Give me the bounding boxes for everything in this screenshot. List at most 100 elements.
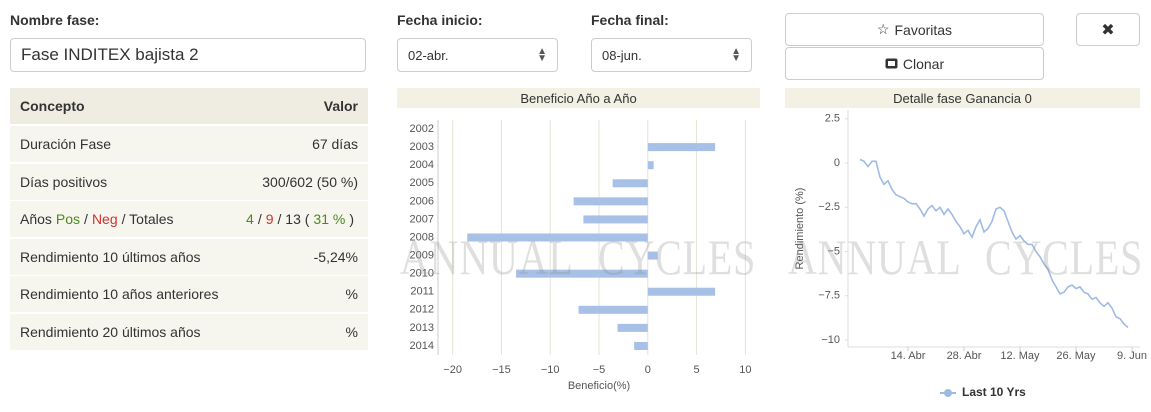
- x-tick-label: −15: [492, 364, 511, 376]
- x-axis-label: Beneficio(%): [568, 380, 630, 392]
- cell-part: / Totales: [121, 211, 174, 227]
- line-series: [859, 158, 1129, 329]
- watermark: CYCLES: [598, 229, 757, 285]
- y-tick-label: 2002: [410, 123, 434, 135]
- cell: Años Pos / Neg / Totales: [20, 211, 178, 227]
- cell: -5,24%: [313, 248, 358, 265]
- caret: ▲ ▼: [537, 46, 547, 64]
- cell-part: 9: [265, 211, 274, 227]
- x-tick-label: −5: [593, 364, 606, 376]
- cell-part: Pos: [55, 211, 81, 227]
- y-tick-label: −5: [827, 245, 840, 257]
- x-tick-label: 14. Abr: [891, 350, 926, 362]
- start-select[interactable]: 02-abr. ▲ ▼: [397, 38, 558, 72]
- cell-part: 31 %: [313, 211, 346, 227]
- clone-button[interactable]: Clonar: [785, 47, 1044, 80]
- cell: Duración Fase: [20, 136, 112, 152]
- name-input[interactable]: Fase INDITEX bajista 2: [10, 38, 366, 72]
- bar: [612, 179, 648, 188]
- cell: Rendimiento 10 años anteriores: [20, 286, 219, 302]
- x-tick-label: 9. Jun: [1117, 350, 1147, 362]
- x-tick-label: 10: [739, 364, 751, 376]
- y-tick-label: 2014: [410, 340, 434, 352]
- end-select[interactable]: 08-jun. ▲ ▼: [591, 38, 752, 72]
- bar: [583, 215, 648, 224]
- cell-part: Neg: [91, 211, 118, 227]
- bar: [573, 197, 648, 206]
- header-cell: Valor: [323, 98, 358, 114]
- cell: Rendimiento 20 últimos años: [20, 323, 201, 340]
- legend-marker: [944, 389, 952, 397]
- favorites-button[interactable]: ☆ Favoritas: [785, 13, 1044, 46]
- y-tick-label: 2006: [410, 195, 434, 207]
- table-row: Rendimiento 10 últimos años -5,24%: [10, 238, 368, 275]
- bar: [647, 251, 658, 260]
- start-value: 02-abr.: [408, 47, 449, 63]
- cell: 67 días: [312, 136, 358, 152]
- y-tick-label: −7.5: [818, 290, 840, 302]
- bar-chart-title: Beneficio Año a Año: [397, 88, 760, 108]
- table-row: Años Pos / Neg / Totales 4/9/ 13 (31 %): [10, 201, 368, 237]
- table-row: Rendimiento 10 años anteriores%: [10, 276, 368, 312]
- table-row: Días positivos 300/602 (50 %): [10, 163, 368, 200]
- y-tick-label: 2009: [410, 249, 434, 261]
- y-axis-label: Rendimiento (%): [794, 188, 806, 270]
- legend-label: Last 10 Yrs: [962, 385, 1026, 399]
- cell: 4/9/ 13 (31 %): [246, 211, 358, 227]
- caret: ▲ ▼: [731, 46, 741, 64]
- favorites-label: Favoritas: [894, 21, 953, 38]
- bar-chart: −20 −15 −10 −5 0 5 10 2002 2003 2004 2005 2006 2007 2…: [410, 120, 751, 392]
- cell: 300/602 (50 %): [262, 173, 358, 190]
- y-tick-label: 2012: [410, 304, 434, 316]
- watermark: CYCLES: [985, 229, 1144, 285]
- y-tick-label: 2003: [410, 141, 434, 153]
- star-icon: ☆: [876, 21, 890, 37]
- bar: [647, 143, 716, 152]
- bar: [634, 341, 648, 350]
- table-row: Duración Fase 67 días: [10, 126, 368, 162]
- y-tick-label: 2004: [410, 159, 434, 171]
- x-tick-label: −10: [541, 364, 560, 376]
- bar: [647, 287, 716, 296]
- cell-part: / 13 (: [277, 211, 310, 227]
- x-tick-label: 0: [645, 364, 651, 376]
- line-chart-title: Detalle fase Ganancia 0: [785, 88, 1140, 108]
- bar: [617, 323, 648, 332]
- y-tick-label: −10: [821, 334, 840, 346]
- start-label: Fecha inicio:: [397, 12, 483, 28]
- bar: [647, 161, 654, 170]
- end-label: Fecha final:: [591, 12, 669, 28]
- name-label: Nombre fase:: [10, 12, 100, 28]
- bar: [578, 305, 648, 314]
- cell-part: Años: [20, 211, 52, 227]
- cell-part: /: [257, 211, 262, 227]
- y-tick-label: 2.5: [825, 113, 840, 125]
- y-tick-label: 2013: [410, 322, 434, 334]
- x-tick-label: −20: [443, 364, 462, 376]
- y-tick-label: 0: [834, 157, 840, 169]
- cell: %: [345, 323, 358, 340]
- clone-icon: [885, 58, 898, 69]
- x-tick-label: 26. May: [1056, 350, 1096, 362]
- bar: [516, 269, 648, 278]
- cell-part: /: [84, 211, 88, 227]
- watermark: ANNUAL: [400, 229, 574, 285]
- close-icon: ✖: [1101, 21, 1115, 39]
- x-tick-label: 12. May: [1000, 350, 1040, 362]
- cell-part: ): [349, 211, 354, 227]
- header-cell: Concepto: [20, 98, 85, 114]
- y-tick-label: 2011: [410, 286, 434, 298]
- y-tick-label: −2.5: [818, 201, 840, 213]
- name-value: Fase INDITEX bajista 2: [21, 45, 199, 64]
- y-tick-label: 2008: [410, 231, 434, 243]
- end-value: 08-jun.: [602, 47, 642, 63]
- y-tick-label: 2010: [410, 268, 434, 280]
- y-tick-label: 2007: [410, 213, 434, 225]
- watermark: ANNUAL: [788, 229, 962, 285]
- cell-part: 4: [246, 211, 254, 227]
- line-chart: 2.5 0 −2.5 −5 −7.5 −10 14. Abr 28. Abr 12. May 26…: [794, 110, 1147, 399]
- table-header: Concepto Valor: [10, 88, 368, 124]
- close-button[interactable]: ✖: [1076, 13, 1140, 46]
- bar: [467, 233, 648, 242]
